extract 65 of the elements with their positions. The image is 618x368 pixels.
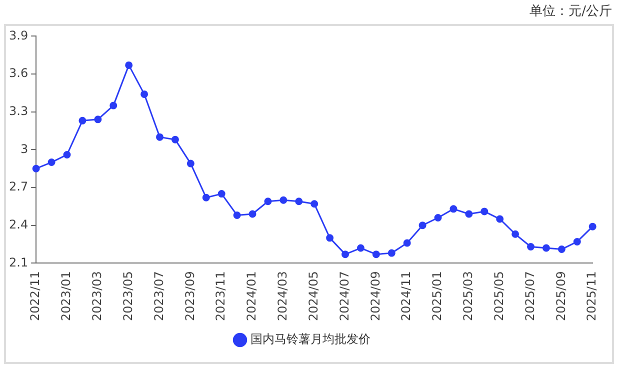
x-tick-label: 2024/09 <box>368 271 382 322</box>
point <box>418 222 426 230</box>
point <box>48 158 56 166</box>
point <box>496 215 504 223</box>
point <box>542 244 550 252</box>
y-tick-label: 3.6 <box>8 66 28 80</box>
point <box>110 102 118 110</box>
legend-label: 国内马铃薯月均批发价 <box>250 332 370 346</box>
x-tick-label: 2024/01 <box>244 271 259 322</box>
point <box>94 116 102 124</box>
y-tick-label: 3.3 <box>8 104 28 118</box>
x-tick-label: 2024/07 <box>337 271 352 322</box>
point <box>434 214 442 222</box>
x-tick-label: 2023/07 <box>152 271 166 322</box>
x-tick-label: 2024/03 <box>276 271 290 322</box>
point <box>573 238 581 246</box>
x-tick-label: 2024/11 <box>399 271 414 322</box>
point <box>342 250 350 258</box>
point <box>171 136 179 144</box>
point <box>295 198 303 206</box>
point <box>588 222 596 230</box>
point <box>356 244 364 252</box>
x-tick-label: 2025/03 <box>461 271 476 322</box>
point <box>248 210 256 218</box>
point <box>218 190 226 198</box>
point <box>450 205 458 213</box>
point <box>264 198 272 206</box>
x-tick-label: 2025/07 <box>522 271 537 322</box>
y-tick-label: 3.9 <box>8 28 28 42</box>
point <box>280 196 288 204</box>
point <box>465 210 473 218</box>
y-tick-label: 2.1 <box>8 255 28 270</box>
text: 单位：元/公斤 <box>530 3 612 20</box>
point <box>186 160 194 168</box>
point <box>388 249 396 257</box>
x-tick-label: 2023/11 <box>214 271 228 322</box>
x-tick-label: 2023/05 <box>120 271 135 322</box>
point <box>156 133 164 141</box>
point <box>125 61 133 69</box>
point <box>63 150 71 158</box>
point <box>326 234 334 242</box>
y-tick-label: 3 <box>20 142 28 156</box>
point <box>32 164 40 172</box>
x-tick-label: 2023/03 <box>90 271 104 322</box>
point <box>527 243 535 251</box>
x-tick-label: 2025/09 <box>554 271 568 322</box>
x-tick-label: 2022/11 <box>28 271 42 322</box>
point <box>310 200 318 208</box>
x-tick-label: 2023/09 <box>182 271 197 322</box>
y-tick-label: 2.7 <box>8 180 28 194</box>
y-tick-label: 2.4 <box>8 217 28 232</box>
point <box>78 116 86 124</box>
x-tick-label: 2025/05 <box>492 271 506 322</box>
x-tick-label: 2025/11 <box>584 271 599 322</box>
point <box>512 230 520 238</box>
point <box>233 211 241 219</box>
point <box>202 194 210 202</box>
x-tick-label: 2025/01 <box>430 271 444 322</box>
point <box>372 250 380 258</box>
point <box>558 246 566 254</box>
x-tick-label: 2023/01 <box>59 271 74 322</box>
point <box>480 208 488 216</box>
x-tick-label: 2024/05 <box>306 271 320 322</box>
point <box>403 239 411 247</box>
point <box>140 90 148 98</box>
